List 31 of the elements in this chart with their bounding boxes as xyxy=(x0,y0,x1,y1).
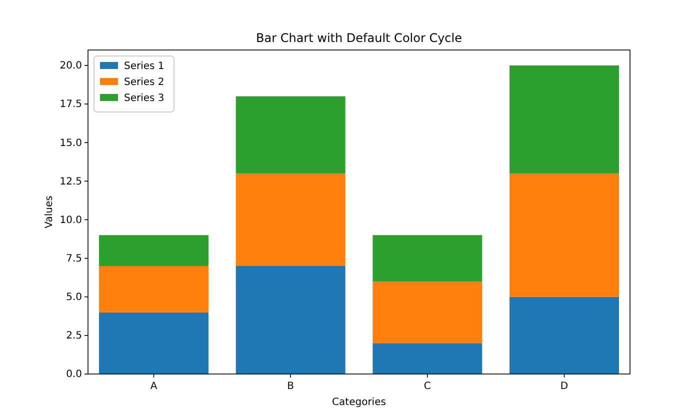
bar xyxy=(99,235,208,266)
y-tick-label: 20.0 xyxy=(60,60,82,72)
y-tick-label: 17.5 xyxy=(60,99,82,110)
bar xyxy=(236,96,346,174)
y-tick-label: 12.5 xyxy=(60,176,82,188)
bar xyxy=(510,296,619,374)
bar xyxy=(372,235,482,282)
y-axis-title: Values xyxy=(44,196,55,228)
y-tick-label: 10.0 xyxy=(60,214,82,226)
legend-label: Series 3 xyxy=(124,93,164,104)
y-tick-label: 7.5 xyxy=(66,253,82,264)
bar xyxy=(236,173,346,266)
legend-label: Series 1 xyxy=(124,61,164,72)
x-tick-label: D xyxy=(560,381,568,392)
x-tick-label: C xyxy=(424,381,431,392)
bar xyxy=(510,65,619,174)
bar xyxy=(236,266,346,374)
y-tick-label: 0.0 xyxy=(66,369,82,380)
y-tick-label: 15.0 xyxy=(60,138,82,149)
bar xyxy=(372,281,482,344)
x-tick-label: A xyxy=(150,381,158,392)
y-tick-label: 5.0 xyxy=(66,292,82,304)
bar xyxy=(99,266,208,312)
bar xyxy=(372,343,482,374)
bar xyxy=(99,312,208,374)
x-axis-title: Categories xyxy=(332,397,386,408)
bar xyxy=(510,173,619,297)
legend-label: Series 2 xyxy=(124,77,164,88)
y-tick-label: 2.5 xyxy=(66,330,82,342)
chart-title: Bar Chart with Default Color Cycle xyxy=(256,31,462,45)
x-tick-label: B xyxy=(287,381,294,392)
